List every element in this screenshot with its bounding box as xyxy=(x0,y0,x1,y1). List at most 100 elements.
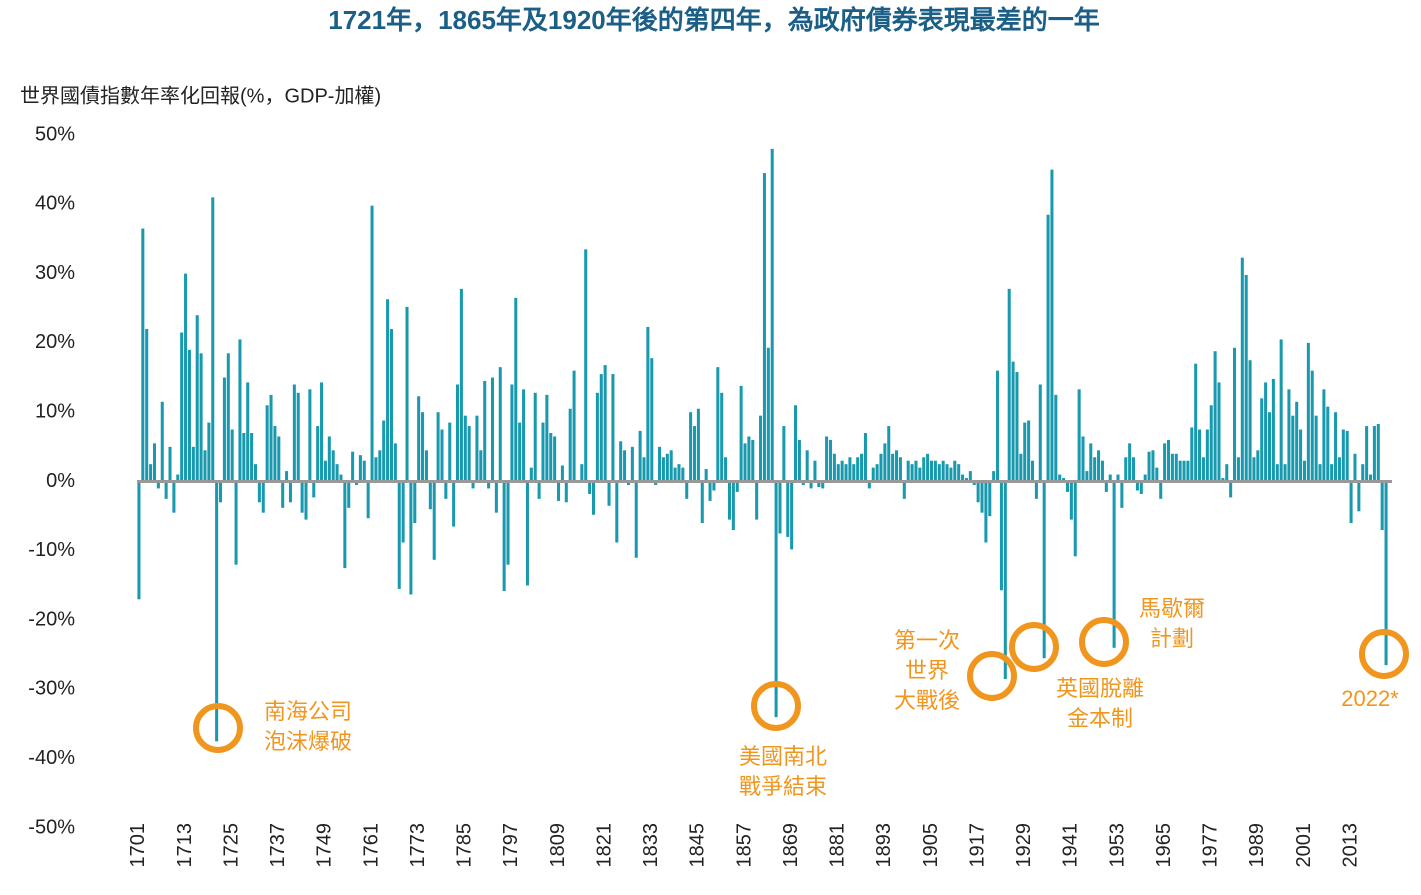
bar xyxy=(180,332,184,482)
bar xyxy=(351,451,355,482)
bar xyxy=(704,469,708,482)
bar xyxy=(774,481,778,718)
bar xyxy=(891,453,895,482)
bar xyxy=(941,460,945,482)
bar xyxy=(1163,443,1167,482)
bar xyxy=(448,422,452,482)
y-tick-label: 50% xyxy=(35,123,75,145)
bar xyxy=(794,405,798,482)
bar xyxy=(1302,460,1306,482)
bar xyxy=(1198,429,1202,482)
bar xyxy=(176,474,180,482)
bar xyxy=(417,396,421,482)
x-tick-label: 1773 xyxy=(407,823,429,868)
bar xyxy=(1194,363,1198,482)
y-tick-label: -20% xyxy=(28,608,75,630)
bar xyxy=(999,481,1003,591)
bar xyxy=(1046,214,1050,482)
bar xyxy=(712,481,716,491)
bar xyxy=(1166,439,1171,482)
bar xyxy=(529,467,533,482)
bar xyxy=(685,481,689,499)
bar xyxy=(1120,481,1124,508)
bar xyxy=(1178,460,1182,482)
x-tick-label: 1761 xyxy=(360,823,382,868)
bar xyxy=(836,464,840,482)
bar xyxy=(273,426,277,482)
bar xyxy=(207,422,211,482)
bar xyxy=(409,481,413,595)
bar xyxy=(782,426,786,482)
bar xyxy=(1023,422,1027,482)
bar xyxy=(1038,384,1042,482)
bar xyxy=(572,370,576,482)
bar xyxy=(164,481,168,499)
bar xyxy=(292,384,296,482)
bar xyxy=(1240,257,1244,482)
bar xyxy=(149,464,153,482)
bar xyxy=(634,481,638,558)
bar xyxy=(141,228,145,482)
bar xyxy=(1085,471,1089,482)
bar xyxy=(1132,457,1136,482)
bar xyxy=(996,370,1000,482)
bar xyxy=(1065,481,1069,492)
bar xyxy=(720,392,724,482)
bar xyxy=(1372,426,1376,482)
bar xyxy=(677,464,681,482)
bar xyxy=(1334,412,1338,482)
y-tick-label: 40% xyxy=(35,193,75,215)
annotation: 計劃 xyxy=(1150,626,1194,651)
highlight-circle xyxy=(1009,622,1059,672)
bar xyxy=(1027,420,1031,482)
bar xyxy=(922,457,926,482)
bar xyxy=(145,329,149,482)
bar xyxy=(1337,457,1341,482)
x-tick-label: 2001 xyxy=(1293,823,1315,868)
bar xyxy=(984,481,988,543)
bar xyxy=(323,460,327,482)
bar xyxy=(1267,412,1272,482)
bar xyxy=(358,455,362,482)
bar xyxy=(339,474,343,482)
bar xyxy=(1112,481,1116,648)
bar xyxy=(397,481,401,589)
bar xyxy=(953,460,957,482)
highlight-circle xyxy=(1359,629,1409,679)
bar xyxy=(222,377,226,482)
bar xyxy=(968,471,972,482)
bar xyxy=(195,315,199,482)
x-tick-label: 1917 xyxy=(966,823,988,868)
bar xyxy=(1244,274,1248,482)
bar xyxy=(1233,347,1237,482)
bar xyxy=(459,288,463,482)
bar xyxy=(642,457,646,482)
bar xyxy=(1201,457,1205,482)
annotation: 第一次 xyxy=(894,628,960,653)
bar xyxy=(906,460,910,482)
bar xyxy=(1011,361,1015,482)
bar xyxy=(611,374,615,482)
bar xyxy=(879,453,883,482)
bar xyxy=(708,481,712,501)
bar xyxy=(716,367,720,482)
bar xyxy=(452,481,456,527)
bar xyxy=(424,450,428,482)
x-tick-label: 1881 xyxy=(827,823,849,868)
bar xyxy=(199,353,203,482)
bar xyxy=(615,481,619,543)
bar xyxy=(1054,394,1058,482)
bar xyxy=(1365,426,1369,482)
bar xyxy=(1295,401,1299,482)
bar xyxy=(475,415,479,482)
x-tick-label: 1845 xyxy=(687,823,709,868)
bar xyxy=(933,460,937,482)
bar xyxy=(976,481,980,503)
bar xyxy=(320,382,324,482)
bar xyxy=(525,481,529,586)
bar xyxy=(1034,481,1038,499)
bar xyxy=(1260,398,1264,482)
bar xyxy=(1361,464,1365,482)
bar xyxy=(1229,481,1233,498)
bar xyxy=(658,446,662,482)
